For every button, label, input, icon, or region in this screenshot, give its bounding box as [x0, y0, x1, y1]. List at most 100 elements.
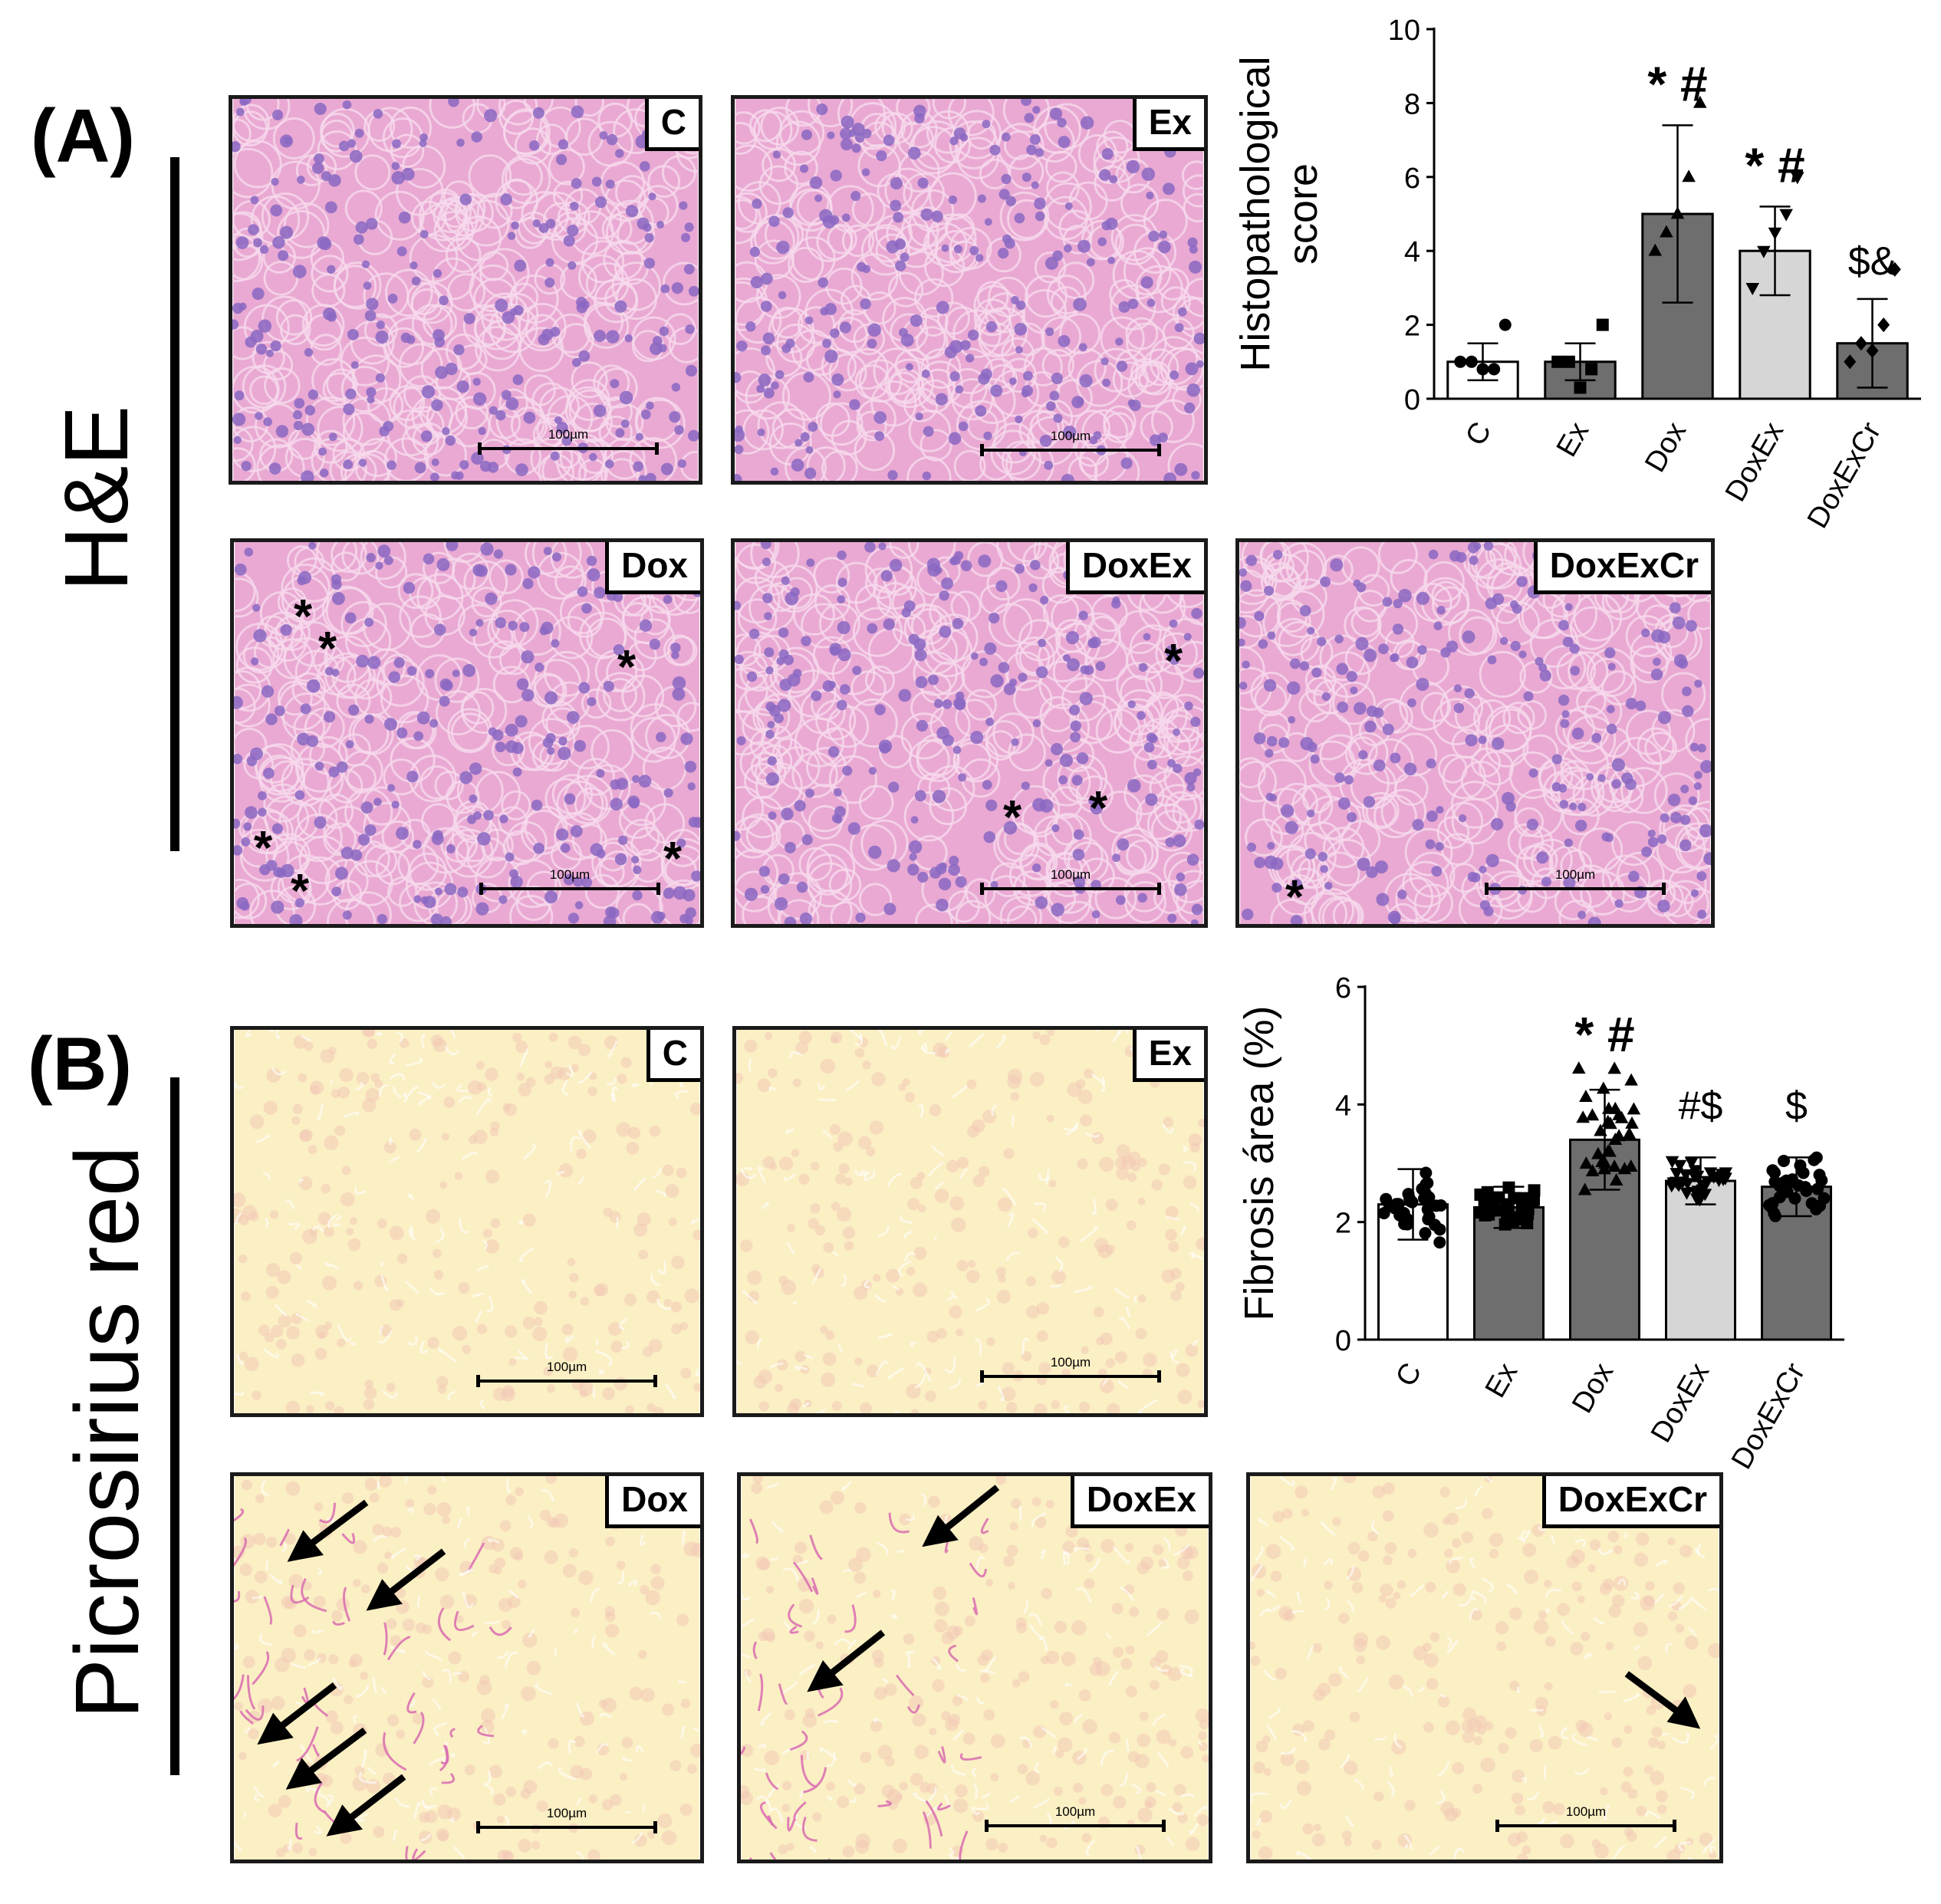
y-tick-label: 6	[1404, 163, 1420, 195]
x-tick-label: Ex	[1479, 1358, 1525, 1403]
data-point	[1813, 1169, 1826, 1182]
asterisk-marker: *	[291, 865, 310, 918]
asterisk-marker: *	[1164, 635, 1183, 688]
x-tick-label: Ex	[1551, 417, 1596, 462]
he-image-c: C 100µm	[229, 95, 702, 485]
bars: C Ex * # Dox #$ DoxEx $ DoxExCr	[1377, 1007, 1832, 1475]
data-point	[1502, 1181, 1515, 1194]
scale-bar	[476, 1821, 657, 1833]
arrow	[302, 1727, 367, 1778]
data-point	[1404, 1195, 1417, 1208]
tissue-texture	[735, 99, 1204, 481]
scale-bar-label: 100µm	[1054, 1804, 1096, 1819]
fibrosis-area-chart: 0 2 4 6 Fibrosis área (%) C Ex * # Dox #$ DoxEx $ Do…	[1219, 959, 1941, 1480]
data-point	[1501, 1212, 1514, 1225]
data-point	[1526, 1195, 1539, 1208]
significance-label: * #	[1574, 1007, 1634, 1062]
axes: 0 2 4 6 8 10 Histopathologicalscore	[1232, 15, 1921, 416]
he-image-ex: Ex 100µm	[731, 95, 1208, 485]
scale-bar	[980, 883, 1161, 895]
significance-label: * #	[1745, 137, 1804, 192]
scale-bar-label: 100µm	[546, 1360, 587, 1374]
data-point	[1693, 95, 1707, 108]
data-point	[1585, 363, 1598, 376]
x-tick-label: Dox	[1639, 417, 1693, 478]
asterisk-marker: *	[617, 641, 637, 694]
image-tag: Ex	[1132, 99, 1204, 151]
fibrosis-area-svg: 0 2 4 6 Fibrosis área (%) C Ex * # Dox #$ DoxEx $ Do…	[1236, 972, 1844, 1475]
he-image-doxex: DoxEx 100µm * * *	[731, 538, 1208, 928]
scale-bar	[476, 1375, 657, 1387]
psr-image-ex: Ex 100µm	[732, 1026, 1208, 1417]
data-point	[1380, 1192, 1393, 1205]
data-point	[1609, 1172, 1624, 1185]
data-point	[1624, 1073, 1638, 1086]
image-tag: DoxEx	[1065, 542, 1204, 594]
y-tick-label: 10	[1388, 15, 1420, 47]
image-tag: C	[646, 1030, 700, 1082]
data-point	[1786, 1173, 1799, 1186]
arrowhead	[807, 1659, 844, 1692]
y-tick-label: 0	[1335, 1325, 1351, 1357]
data-point	[1595, 1154, 1609, 1167]
x-tick-label: C	[1459, 417, 1498, 452]
arrow	[1624, 1671, 1682, 1716]
data-point	[1670, 206, 1685, 219]
scale-bar-label: 100µm	[546, 1806, 587, 1820]
y-tick-label: 8	[1404, 88, 1420, 120]
data-point	[1562, 355, 1575, 368]
scale-bar-label: 100µm	[548, 427, 589, 442]
x-tick-label: C	[1390, 1358, 1428, 1393]
asterisk-marker: *	[1285, 871, 1304, 924]
he-image-dox: Dox 100µm * * * * * *	[230, 538, 704, 928]
data-point	[1866, 343, 1879, 358]
data-point	[1798, 1181, 1811, 1194]
data-point	[1473, 1206, 1486, 1219]
scale-bar	[980, 444, 1161, 456]
data-point	[1625, 1116, 1639, 1129]
data-point	[1608, 1133, 1623, 1146]
data-point	[1766, 1164, 1779, 1177]
tissue-texture	[1239, 542, 1711, 924]
data-point	[1551, 355, 1564, 368]
data-point	[1579, 1156, 1594, 1169]
asterisk-marker: *	[254, 822, 273, 875]
psr-image-dox: Dox 100µm	[230, 1472, 704, 1863]
tissue-texture	[234, 542, 700, 924]
y-tick-label: 2	[1404, 311, 1420, 343]
data-point	[1877, 317, 1890, 333]
arrowhead	[285, 1758, 323, 1790]
data-point	[1627, 1102, 1641, 1115]
data-point	[1401, 1212, 1414, 1225]
psr-image-doxexcr: DoxExCr 100µm	[1246, 1472, 1723, 1863]
tissue-texture	[736, 1030, 1204, 1413]
arrow	[824, 1629, 886, 1681]
data-point	[1594, 1123, 1607, 1136]
tissue-texture	[234, 1030, 700, 1413]
data-point	[1790, 172, 1804, 185]
data-point	[1418, 1192, 1431, 1205]
asterisk-marker: *	[1089, 782, 1108, 835]
data-point	[1797, 1166, 1810, 1179]
panel-b-label: (B)	[28, 1021, 133, 1106]
data-point	[1622, 1126, 1637, 1139]
data-point	[1388, 1202, 1401, 1215]
data-point	[1768, 227, 1782, 240]
scale-bar	[1495, 1820, 1676, 1832]
bars: C Ex * # Dox * # DoxEx $& DoxExCr	[1446, 56, 1909, 534]
y-tick-label: 4	[1335, 1090, 1351, 1122]
scale-bar	[1485, 883, 1666, 895]
tissue-texture	[232, 99, 699, 481]
data-point	[1601, 1144, 1615, 1157]
data-point	[1597, 1081, 1610, 1094]
asterisk-marker: *	[1003, 791, 1022, 844]
data-point	[1665, 1156, 1679, 1169]
arrowhead	[922, 1514, 959, 1547]
image-tag: Dox	[605, 1476, 700, 1528]
data-point	[1576, 1110, 1590, 1123]
data-point	[1433, 1236, 1446, 1249]
image-tag: Dox	[605, 542, 700, 594]
data-point	[1420, 1166, 1433, 1179]
arrow	[343, 1774, 406, 1825]
data-point	[1601, 1114, 1615, 1127]
